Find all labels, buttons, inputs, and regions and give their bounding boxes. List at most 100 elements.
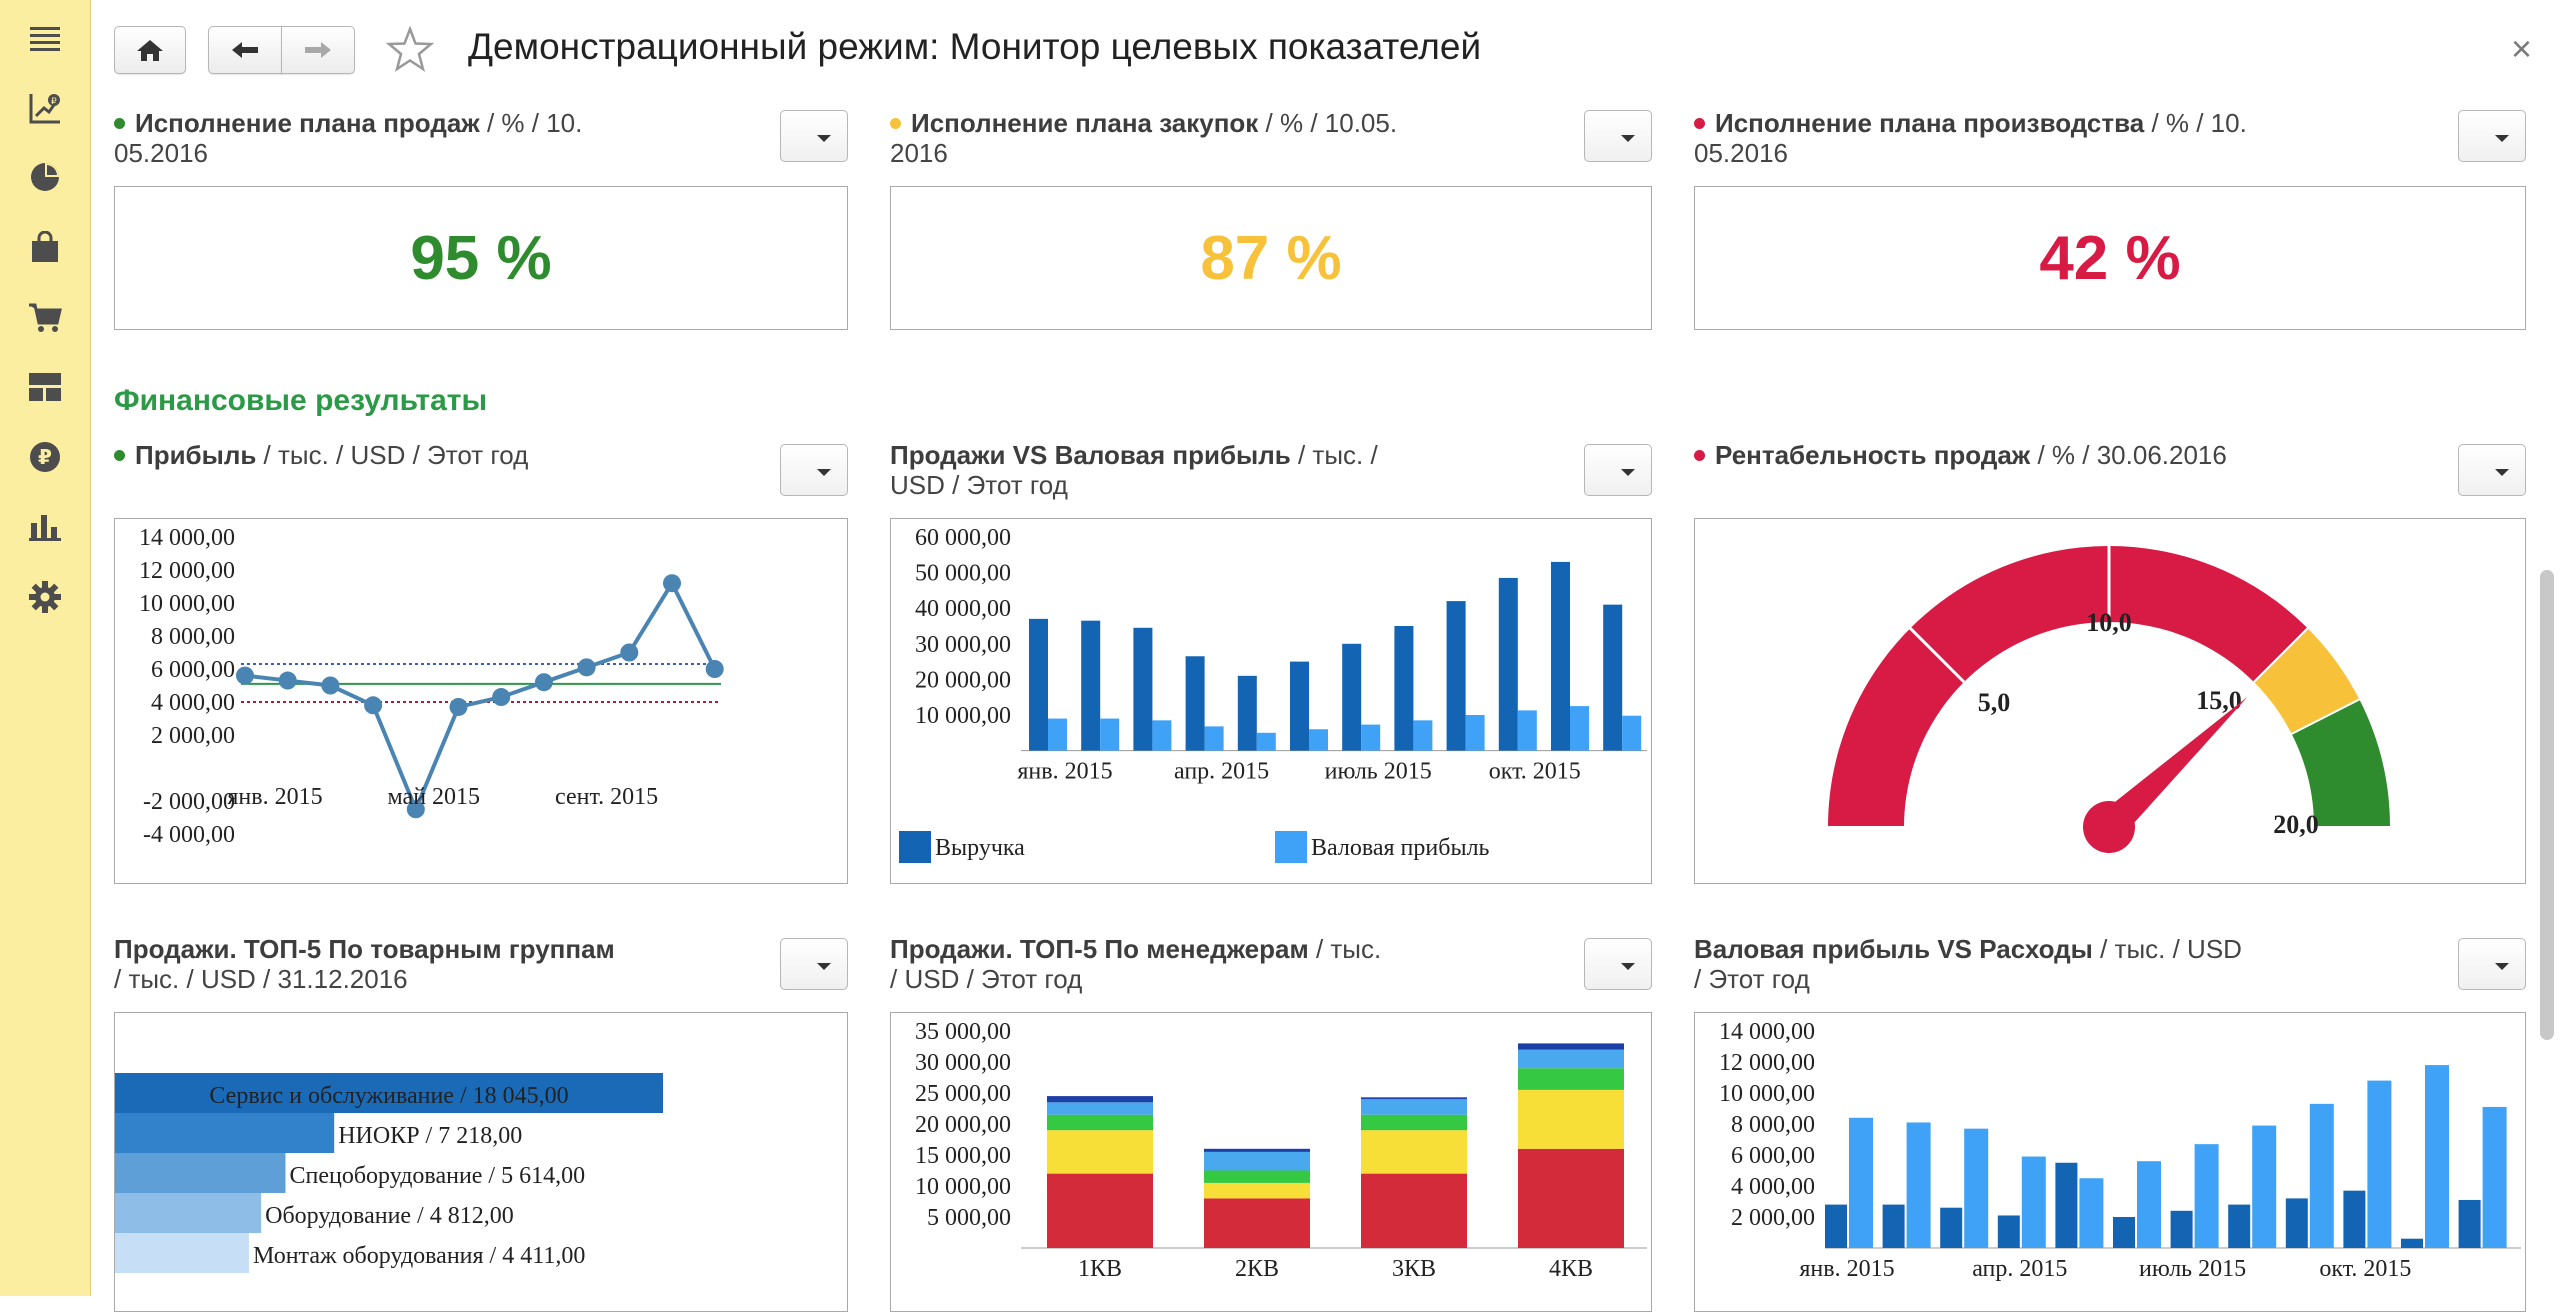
cart-icon[interactable]	[25, 297, 65, 337]
stack-segment	[1361, 1097, 1467, 1100]
sales-vs-gross-dropdown[interactable]	[1584, 444, 1652, 496]
gross-vs-expenses-dropdown[interactable]	[2458, 938, 2526, 990]
profit-title: Прибыль / тыс. / USD / Этот год	[114, 440, 694, 470]
expense-bar	[1882, 1204, 1905, 1248]
x-tick-label: янв. 2015	[1799, 1256, 1894, 1282]
shopping-bag-icon[interactable]	[25, 227, 65, 267]
y-tick-label: -2 000,00	[143, 789, 235, 815]
revenue-bar	[1029, 618, 1048, 751]
kpi-production-dropdown[interactable]	[2458, 110, 2526, 162]
stack-segment	[1518, 1148, 1624, 1248]
data-point	[364, 696, 383, 715]
page-title: Демонстрационный режим: Монитор целевых …	[468, 26, 1482, 67]
stack-segment	[1047, 1096, 1153, 1103]
home-button[interactable]	[114, 26, 186, 74]
legend-swatch-gross-profit	[1275, 831, 1307, 863]
favorite-star-icon[interactable]	[385, 25, 436, 76]
svg-text:₽: ₽	[51, 96, 57, 106]
gauge-needle-hub	[2083, 801, 2135, 853]
gauge-band	[2289, 697, 2393, 828]
expense-bar	[2170, 1210, 2193, 1248]
pie-chart-icon[interactable]	[25, 157, 65, 197]
data-point	[449, 697, 468, 716]
gross-profit-bar	[2309, 1103, 2334, 1248]
sales-vs-gross-chart-panel: 60 000,00 50 000,00 40 000,00 30 000,00 20 0…	[890, 518, 1652, 884]
revenue-bar	[1081, 620, 1101, 751]
back-button[interactable]	[208, 26, 282, 74]
arrow-left-icon	[232, 42, 258, 58]
x-tick-label: 2КВ	[1235, 1256, 1279, 1282]
gross-profit-bar	[1517, 710, 1537, 751]
kpi-sales-dropdown[interactable]	[780, 110, 848, 162]
group-bar	[115, 1153, 286, 1193]
gross-profit-bar	[1361, 724, 1381, 751]
revenue-bar	[1290, 661, 1309, 751]
x-tick-label: апр. 2015	[1174, 759, 1269, 785]
stack-segment	[1204, 1182, 1310, 1199]
group-bar-label: Оборудование / 4 812,00	[265, 1203, 514, 1229]
expense-bar	[2113, 1217, 2135, 1248]
top5-groups-bar-chart: Сервис и обслуживание / 18 045,00 НИОКР /…	[115, 1073, 663, 1273]
menu-icon[interactable]	[25, 18, 65, 58]
close-icon[interactable]: ×	[2510, 28, 2532, 69]
x-tick-label: июль 2015	[2139, 1256, 2246, 1282]
revenue-bar	[1394, 626, 1414, 751]
forward-button[interactable]	[281, 26, 355, 74]
gross-profit-bar	[1465, 715, 1485, 751]
gross-profit-bar	[2079, 1178, 2104, 1248]
ruble-coin-icon[interactable]: ₽	[25, 437, 65, 477]
sales-vs-gross-title: Продажи VS Валовая прибыль / тыс. / USD /…	[890, 440, 1378, 500]
kpi-production-value: 42 %	[2039, 223, 2181, 293]
data-point	[236, 666, 254, 685]
data-point	[278, 671, 297, 690]
profit-chart-panel: 14 000,00 12 000,00 10 000,00 8 000,00 6 000…	[114, 518, 848, 884]
stack-segment	[1361, 1173, 1467, 1248]
x-tick-label: окт. 2015	[2319, 1256, 2411, 1282]
top5-groups-title: Продажи. ТОП-5 По товарным группам / тыс.…	[114, 934, 615, 994]
y-tick-label: 25 000,00	[915, 1081, 1011, 1107]
top5-managers-dropdown[interactable]	[1584, 938, 1652, 990]
data-point	[620, 643, 639, 662]
revenue-bar	[1446, 601, 1466, 751]
home-icon	[137, 40, 163, 61]
expense-bar	[1997, 1215, 2020, 1248]
gross-profit-bar	[1906, 1122, 1931, 1248]
gear-icon[interactable]	[25, 577, 65, 617]
gross-profit-bar	[2021, 1156, 2046, 1248]
gross-profit-bar	[2482, 1106, 2507, 1248]
top5-groups-dropdown[interactable]	[780, 938, 848, 990]
stack-segment	[1047, 1114, 1153, 1131]
gross-profit-bar	[1256, 732, 1276, 751]
kpi-production-panel: 42 %	[1694, 186, 2526, 330]
y-tick-label: 10 000,00	[1719, 1081, 1815, 1107]
y-tick-label: 14 000,00	[1719, 1019, 1815, 1045]
scrollbar-thumb[interactable]	[2540, 570, 2554, 1040]
bar-chart-icon[interactable]	[25, 507, 65, 547]
gross-profit-bar	[1570, 706, 1589, 751]
revenue-bar	[1133, 627, 1153, 751]
sales-vs-gross-bar-chart: 60 000,00 50 000,00 40 000,00 30 000,00 20 0…	[899, 525, 1647, 863]
y-tick-label: -4 000,00	[143, 822, 235, 848]
kpi-purchases-dropdown[interactable]	[1584, 110, 1652, 162]
top5-managers-title: Продажи. ТОП-5 По менеджерам / тыс. / USD…	[890, 934, 1382, 994]
y-tick-label: 50 000,00	[915, 561, 1011, 587]
y-tick-label: 5 000,00	[927, 1205, 1011, 1231]
top5-managers-chart-panel: 35 000,00 30 000,00 25 000,00 20 000,00 15 0…	[890, 1012, 1652, 1312]
y-tick-label: 6 000,00	[151, 657, 235, 683]
expense-bar	[2228, 1204, 2251, 1248]
profitability-gauge-panel: 5,0 10,0 15,0 20,0	[1694, 518, 2526, 884]
gauge-needle	[2098, 696, 2248, 839]
y-tick-label: 4 000,00	[151, 690, 235, 716]
ruble-chart-icon[interactable]: ₽	[25, 88, 65, 128]
x-tick-label: янв. 2015	[1017, 759, 1112, 785]
gross-profit-bar	[1413, 720, 1433, 751]
expense-bar	[2055, 1162, 2078, 1248]
profit-dropdown[interactable]	[780, 444, 848, 496]
stack-segment	[1518, 1068, 1624, 1090]
status-dot	[114, 118, 125, 129]
revenue-bar	[1185, 656, 1205, 751]
status-dot	[890, 118, 901, 129]
grid-icon[interactable]	[25, 367, 65, 407]
profitability-dropdown[interactable]	[2458, 444, 2526, 496]
group-bar-label: НИОКР / 7 218,00	[338, 1123, 522, 1149]
